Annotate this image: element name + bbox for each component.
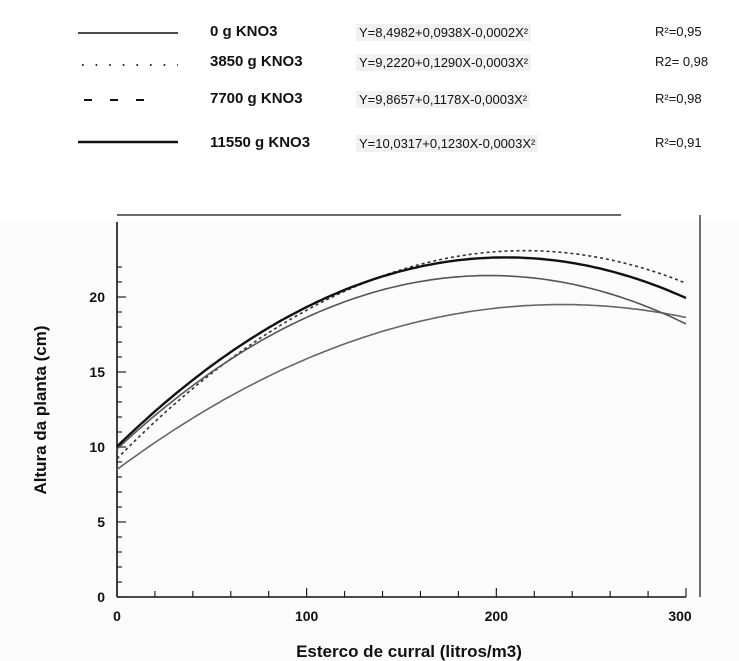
- y-tick-label: 0: [97, 589, 105, 605]
- series-line-11550-g-kno3: [116, 256, 687, 448]
- series-layer: [116, 249, 687, 471]
- legend-row: 7700 g KNO3 Y=9,8657+0,1178X-0,0003X² R²…: [0, 86, 739, 116]
- legend-label: 7700 g KNO3: [210, 90, 303, 107]
- series-line-3850-g-kno3: [116, 249, 687, 460]
- tick-labels: 0 100 200 300 0 5 10 15 20: [89, 289, 691, 624]
- legend-row: 0 g KNO3 Y=8,4982+0,0938X-0,0002X² R²=0,…: [0, 19, 739, 49]
- chart: 0 100 200 300 0 5 10 15 20 Esterco de curral (li…: [0, 214, 739, 661]
- background-show-through: [0, 220, 739, 661]
- legend-equation: Y=9,2220+0,1290X-0,0003X²: [356, 54, 532, 71]
- y-tick-label: 20: [89, 289, 105, 305]
- series-line-7700-g-kno3: [116, 274, 687, 450]
- x-tick-label: 0: [113, 608, 121, 624]
- legend-label: 11550 g KNO3: [210, 134, 311, 151]
- legend-equation: Y=9,8657+0,1178X-0,0003X²: [356, 91, 531, 108]
- y-axis-label: Altura da planta (cm): [31, 325, 50, 494]
- x-tick-label: 100: [295, 608, 319, 624]
- legend-equation: Y=10,0317+0,1230X-0,0003X²: [356, 135, 539, 152]
- x-axis-label: Esterco de curral (litros/m3): [296, 642, 522, 661]
- x-tick-label: 200: [485, 608, 509, 624]
- legend-r2: R2= 0,98: [655, 54, 709, 69]
- legend-r2: R²=0,91: [655, 135, 702, 150]
- legend-equation: Y=8,4982+0,0938X-0,0002X²: [356, 24, 532, 41]
- y-tick-label: 15: [89, 364, 105, 380]
- axes: [116, 214, 701, 598]
- legend-r2: R²=0,98: [655, 91, 702, 106]
- legend-row: 11550 g KNO3 Y=10,0317+0,1230X-0,0003X² …: [0, 130, 739, 160]
- legend-row: 3850 g KNO3 Y=9,2220+0,1290X-0,0003X² R2…: [0, 49, 739, 79]
- y-tick-label: 10: [89, 439, 105, 455]
- legend-r2: R²=0,95: [655, 24, 702, 39]
- x-tick-label: 300: [668, 608, 692, 624]
- legend-label: 3850 g KNO3: [210, 53, 303, 70]
- y-tick-label: 5: [97, 514, 105, 530]
- legend-swatch-dashed: [84, 99, 158, 101]
- legend-swatch-thick: [78, 140, 178, 144]
- legend-label: 0 g KNO3: [210, 23, 278, 40]
- legend-swatch-solid: [78, 32, 178, 34]
- series-line-0-g-kno3: [116, 303, 687, 471]
- legend-swatch-dotted: [82, 64, 178, 66]
- legend: 0 g KNO3 Y=8,4982+0,0938X-0,0002X² R²=0,…: [0, 0, 739, 175]
